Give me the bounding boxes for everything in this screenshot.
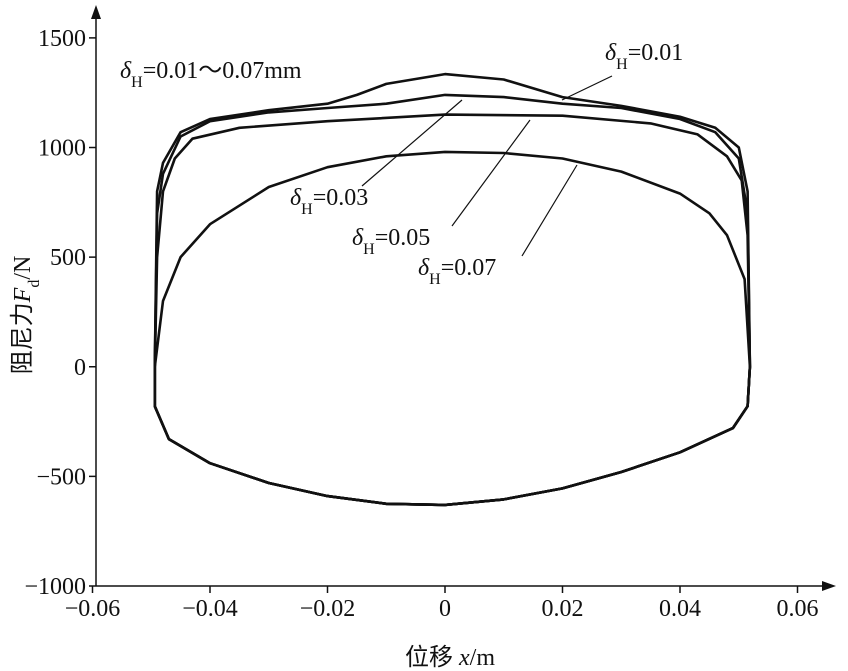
y-axis-label-part: F xyxy=(10,287,36,303)
legend-label-part: H xyxy=(616,56,628,73)
legend-label-part: H xyxy=(363,241,375,258)
legend-label: δH=0.01 xyxy=(605,40,683,73)
x-tick-label: −0.04 xyxy=(182,596,238,622)
y-tick-label: 500 xyxy=(50,245,86,271)
legend-label-part: δ xyxy=(605,40,617,66)
x-axis-label-part: x xyxy=(458,645,470,671)
leader-line xyxy=(451,119,531,227)
y-tick-label: 1000 xyxy=(38,136,86,162)
leader-line xyxy=(361,99,463,187)
x-tick-label: −0.02 xyxy=(300,596,356,622)
y-tick-label: −500 xyxy=(36,464,86,490)
y-axis-label-part: d xyxy=(26,280,43,288)
annotation-part: =0.01～0.07mm xyxy=(143,58,302,84)
legend-label: δH=0.03 xyxy=(290,185,368,218)
arrow xyxy=(822,581,836,591)
series-line xyxy=(153,113,752,507)
legend-label-part: δ xyxy=(418,255,430,281)
y-axis-label-part: 阻尼力 xyxy=(9,302,36,374)
series-line xyxy=(153,150,752,507)
legend-label-part: H xyxy=(429,271,441,288)
legend-label-part: =0.03 xyxy=(313,185,369,211)
series-line xyxy=(153,72,752,507)
y-axis-label-part: /N xyxy=(10,256,36,280)
y-tick-label: −1000 xyxy=(24,574,86,600)
legend-label-part: δ xyxy=(352,225,364,251)
x-tick-label: 0.04 xyxy=(659,596,701,622)
annotation-part: H xyxy=(131,74,143,91)
legend-label-part: =0.05 xyxy=(375,225,431,251)
annotation: δH=0.01～0.07mm xyxy=(120,58,302,91)
legend-label-part: δ xyxy=(290,185,302,211)
leader-line xyxy=(521,164,578,257)
y-tick-label: 0 xyxy=(74,355,86,381)
x-tick-label: −0.06 xyxy=(65,596,121,622)
arrow xyxy=(91,5,101,19)
series-line xyxy=(153,93,752,507)
annotation-part: δ xyxy=(120,58,132,84)
x-axis-label: 位移 x/m xyxy=(405,644,495,671)
x-tick-label: 0.06 xyxy=(777,596,819,622)
legend-label-part: H xyxy=(301,201,313,218)
y-tick-label: 1500 xyxy=(38,26,86,52)
x-axis-label-part: /m xyxy=(470,645,496,671)
legend-label: δH=0.07 xyxy=(418,255,496,288)
legend-label-part: =0.01 xyxy=(628,40,684,66)
legend-label-part: =0.07 xyxy=(441,255,497,281)
x-tick-label: 0 xyxy=(439,596,451,622)
legend-label: δH=0.05 xyxy=(352,225,430,258)
x-axis-label-part: 位移 xyxy=(405,644,459,671)
leader-line xyxy=(561,75,613,101)
x-tick-label: 0.02 xyxy=(542,596,584,622)
y-axis-label: 阻尼力Fd/N xyxy=(9,256,43,375)
